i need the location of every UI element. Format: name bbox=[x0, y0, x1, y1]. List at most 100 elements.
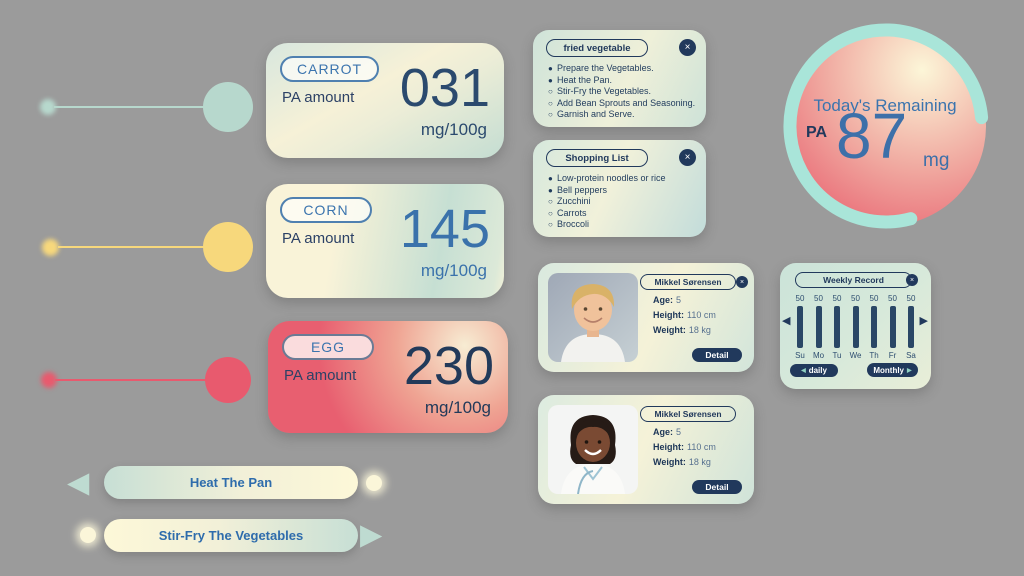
weight-label: Weight: bbox=[653, 325, 686, 335]
step-text: Garnish and Serve. bbox=[557, 109, 635, 119]
item-text: Bell peppers bbox=[557, 184, 608, 195]
step-text: Add Bean Sprouts and Seasoning. bbox=[557, 97, 696, 108]
monthly-label: Monthly bbox=[873, 365, 905, 375]
bar-value: 50 bbox=[869, 294, 879, 303]
step-next-arrow-icon[interactable]: ▶ bbox=[360, 519, 383, 551]
bar-column: 50 Fr bbox=[886, 294, 900, 360]
egg-badge: EGG bbox=[282, 334, 374, 360]
step-bullet-icon: ● bbox=[548, 75, 553, 85]
recipe-step: ○ Add Bean Sprouts and Seasoning. bbox=[548, 98, 695, 110]
item-text: Broccoli bbox=[557, 219, 590, 229]
shopping-list-card: Shopping List × ● Low-protein noodles or… bbox=[533, 140, 706, 237]
shopping-item: ○ Zucchini bbox=[548, 196, 666, 208]
recipe-title-badge: fried vegetable bbox=[546, 39, 648, 57]
shopping-item: ● Low-protein noodles or rice bbox=[548, 173, 666, 185]
recipe-step: ● Heat the Pan. bbox=[548, 75, 695, 87]
item-bullet-icon: ○ bbox=[548, 197, 553, 206]
remaining-pa-label: PA bbox=[806, 124, 828, 141]
bar bbox=[834, 306, 840, 348]
patient-age: Age: 5 bbox=[653, 295, 681, 305]
height-value: 110 cm bbox=[687, 310, 716, 320]
shopping-item-list: ● Low-protein noodles or rice ● Bell pep… bbox=[548, 173, 666, 231]
remaining-value: 87 bbox=[836, 100, 908, 172]
recipe-steps-card: fried vegetable × ● Prepare the Vegetabl… bbox=[533, 30, 706, 127]
corn-node-circle bbox=[203, 222, 253, 272]
detail-button[interactable]: Detail bbox=[692, 348, 742, 362]
pa-amount-label: PA amount bbox=[282, 89, 355, 106]
item-bullet-icon: ● bbox=[548, 185, 553, 195]
daily-button[interactable]: ◀ daily bbox=[790, 364, 838, 377]
close-icon[interactable]: × bbox=[736, 276, 748, 288]
recipe-step: ○ Stir-Fry the Vegetables. bbox=[548, 86, 695, 98]
bar-day-label: Su bbox=[795, 351, 805, 360]
age-label: Age: bbox=[653, 295, 673, 305]
corn-pa-value: 145 bbox=[399, 199, 490, 259]
weekly-record-title-badge: Weekly Record bbox=[795, 272, 912, 288]
close-icon[interactable]: × bbox=[679, 149, 696, 166]
item-text: Zucchini bbox=[557, 196, 591, 206]
bar-value: 50 bbox=[906, 294, 916, 303]
patient-card: Mikkel Sørensen × Age: 5 Height: 110 cm We… bbox=[538, 263, 754, 372]
height-value: 110 cm bbox=[687, 442, 716, 452]
bar-column: 50 Mo bbox=[812, 294, 826, 360]
bar-value: 50 bbox=[888, 294, 897, 303]
step-bullet-icon: ○ bbox=[548, 98, 553, 108]
bar bbox=[852, 306, 859, 348]
weight-value: 18 kg bbox=[688, 325, 711, 335]
step-bullet-icon: ● bbox=[548, 64, 553, 73]
remaining-title: Today's Remaining bbox=[813, 96, 957, 115]
patient-name-badge: Mikkel Sørensen bbox=[640, 274, 736, 290]
recipe-step-list: ● Prepare the Vegetables. ● Heat the Pan… bbox=[548, 63, 695, 121]
patient-weight: Weight: 18 kg bbox=[653, 325, 711, 335]
step-prev-arrow-icon[interactable]: ◀ bbox=[67, 467, 90, 499]
patient-name-badge: Mikkel Sørensen bbox=[640, 406, 736, 422]
recipe-step: ○ Garnish and Serve. bbox=[548, 109, 695, 121]
bar-value: 50 bbox=[795, 294, 805, 303]
carrot-badge: CARROT bbox=[280, 56, 380, 82]
carrot-card: CARROT PA amount 031 mg/100g bbox=[266, 43, 504, 158]
pa-amount-label: PA amount bbox=[284, 367, 357, 384]
bar-day-label: We bbox=[849, 351, 862, 360]
bar-day-label: Sa bbox=[906, 351, 916, 360]
egg-pa-value: 230 bbox=[403, 336, 494, 396]
right-triangle-icon: ▶ bbox=[907, 367, 912, 374]
pa-amount-label: PA amount bbox=[282, 230, 355, 247]
patient-photo-boy bbox=[548, 273, 638, 362]
chart-prev-arrow-icon[interactable]: ◀ bbox=[782, 315, 791, 327]
shopping-item: ● Bell peppers bbox=[548, 185, 666, 197]
remaining-progress-arc bbox=[783, 23, 989, 229]
bar-column: 50 We bbox=[849, 294, 863, 360]
close-icon[interactable]: × bbox=[679, 39, 696, 56]
patient-height: Height: 110 cm bbox=[653, 442, 716, 452]
age-value: 5 bbox=[676, 427, 682, 437]
corn-card: CORN PA amount 145 mg/100g bbox=[266, 184, 504, 298]
close-icon[interactable]: × bbox=[906, 274, 918, 286]
bar bbox=[908, 306, 914, 348]
height-label: Height: bbox=[653, 310, 684, 320]
bar-column: 50 Sa bbox=[904, 294, 918, 360]
age-label: Age: bbox=[653, 427, 673, 437]
remaining-ring-gauge bbox=[783, 23, 989, 229]
chart-next-arrow-icon[interactable]: ▶ bbox=[919, 315, 928, 327]
corn-pa-unit: mg/100g bbox=[420, 261, 487, 280]
detail-button[interactable]: Detail bbox=[692, 480, 742, 494]
weekly-bar-chart: 50 Su 50 Mo 50 Tu 50 We 50 Th 50 bbox=[793, 294, 918, 360]
bar-value: 50 bbox=[832, 294, 842, 303]
shopping-item: ○ Broccoli bbox=[548, 219, 666, 231]
step-text: Stir-Fry the Vegetables. bbox=[557, 86, 652, 96]
weekly-record-card: Weekly Record × ◀ ▶ 50 Su 50 Mo 50 Tu 50… bbox=[780, 263, 931, 389]
step-button-heat-the-pan[interactable]: Heat The Pan bbox=[104, 466, 358, 499]
height-label: Height: bbox=[653, 442, 684, 452]
bar-day-label: Fr bbox=[888, 351, 897, 360]
corn-badge: CORN bbox=[280, 197, 372, 223]
item-text: Low-protein noodles or rice bbox=[557, 173, 666, 183]
bar bbox=[871, 306, 877, 348]
patient-photo-doctor bbox=[548, 405, 638, 494]
weight-value: 18 kg bbox=[688, 457, 711, 467]
bar bbox=[797, 306, 803, 348]
carrot-pa-unit: mg/100g bbox=[420, 120, 487, 139]
bar-column: 50 Tu bbox=[830, 294, 844, 360]
step-button-stir-fry[interactable]: Stir-Fry The Vegetables bbox=[104, 519, 358, 552]
monthly-button[interactable]: Monthly ▶ bbox=[867, 363, 918, 377]
carrot-connector-line bbox=[54, 106, 206, 108]
